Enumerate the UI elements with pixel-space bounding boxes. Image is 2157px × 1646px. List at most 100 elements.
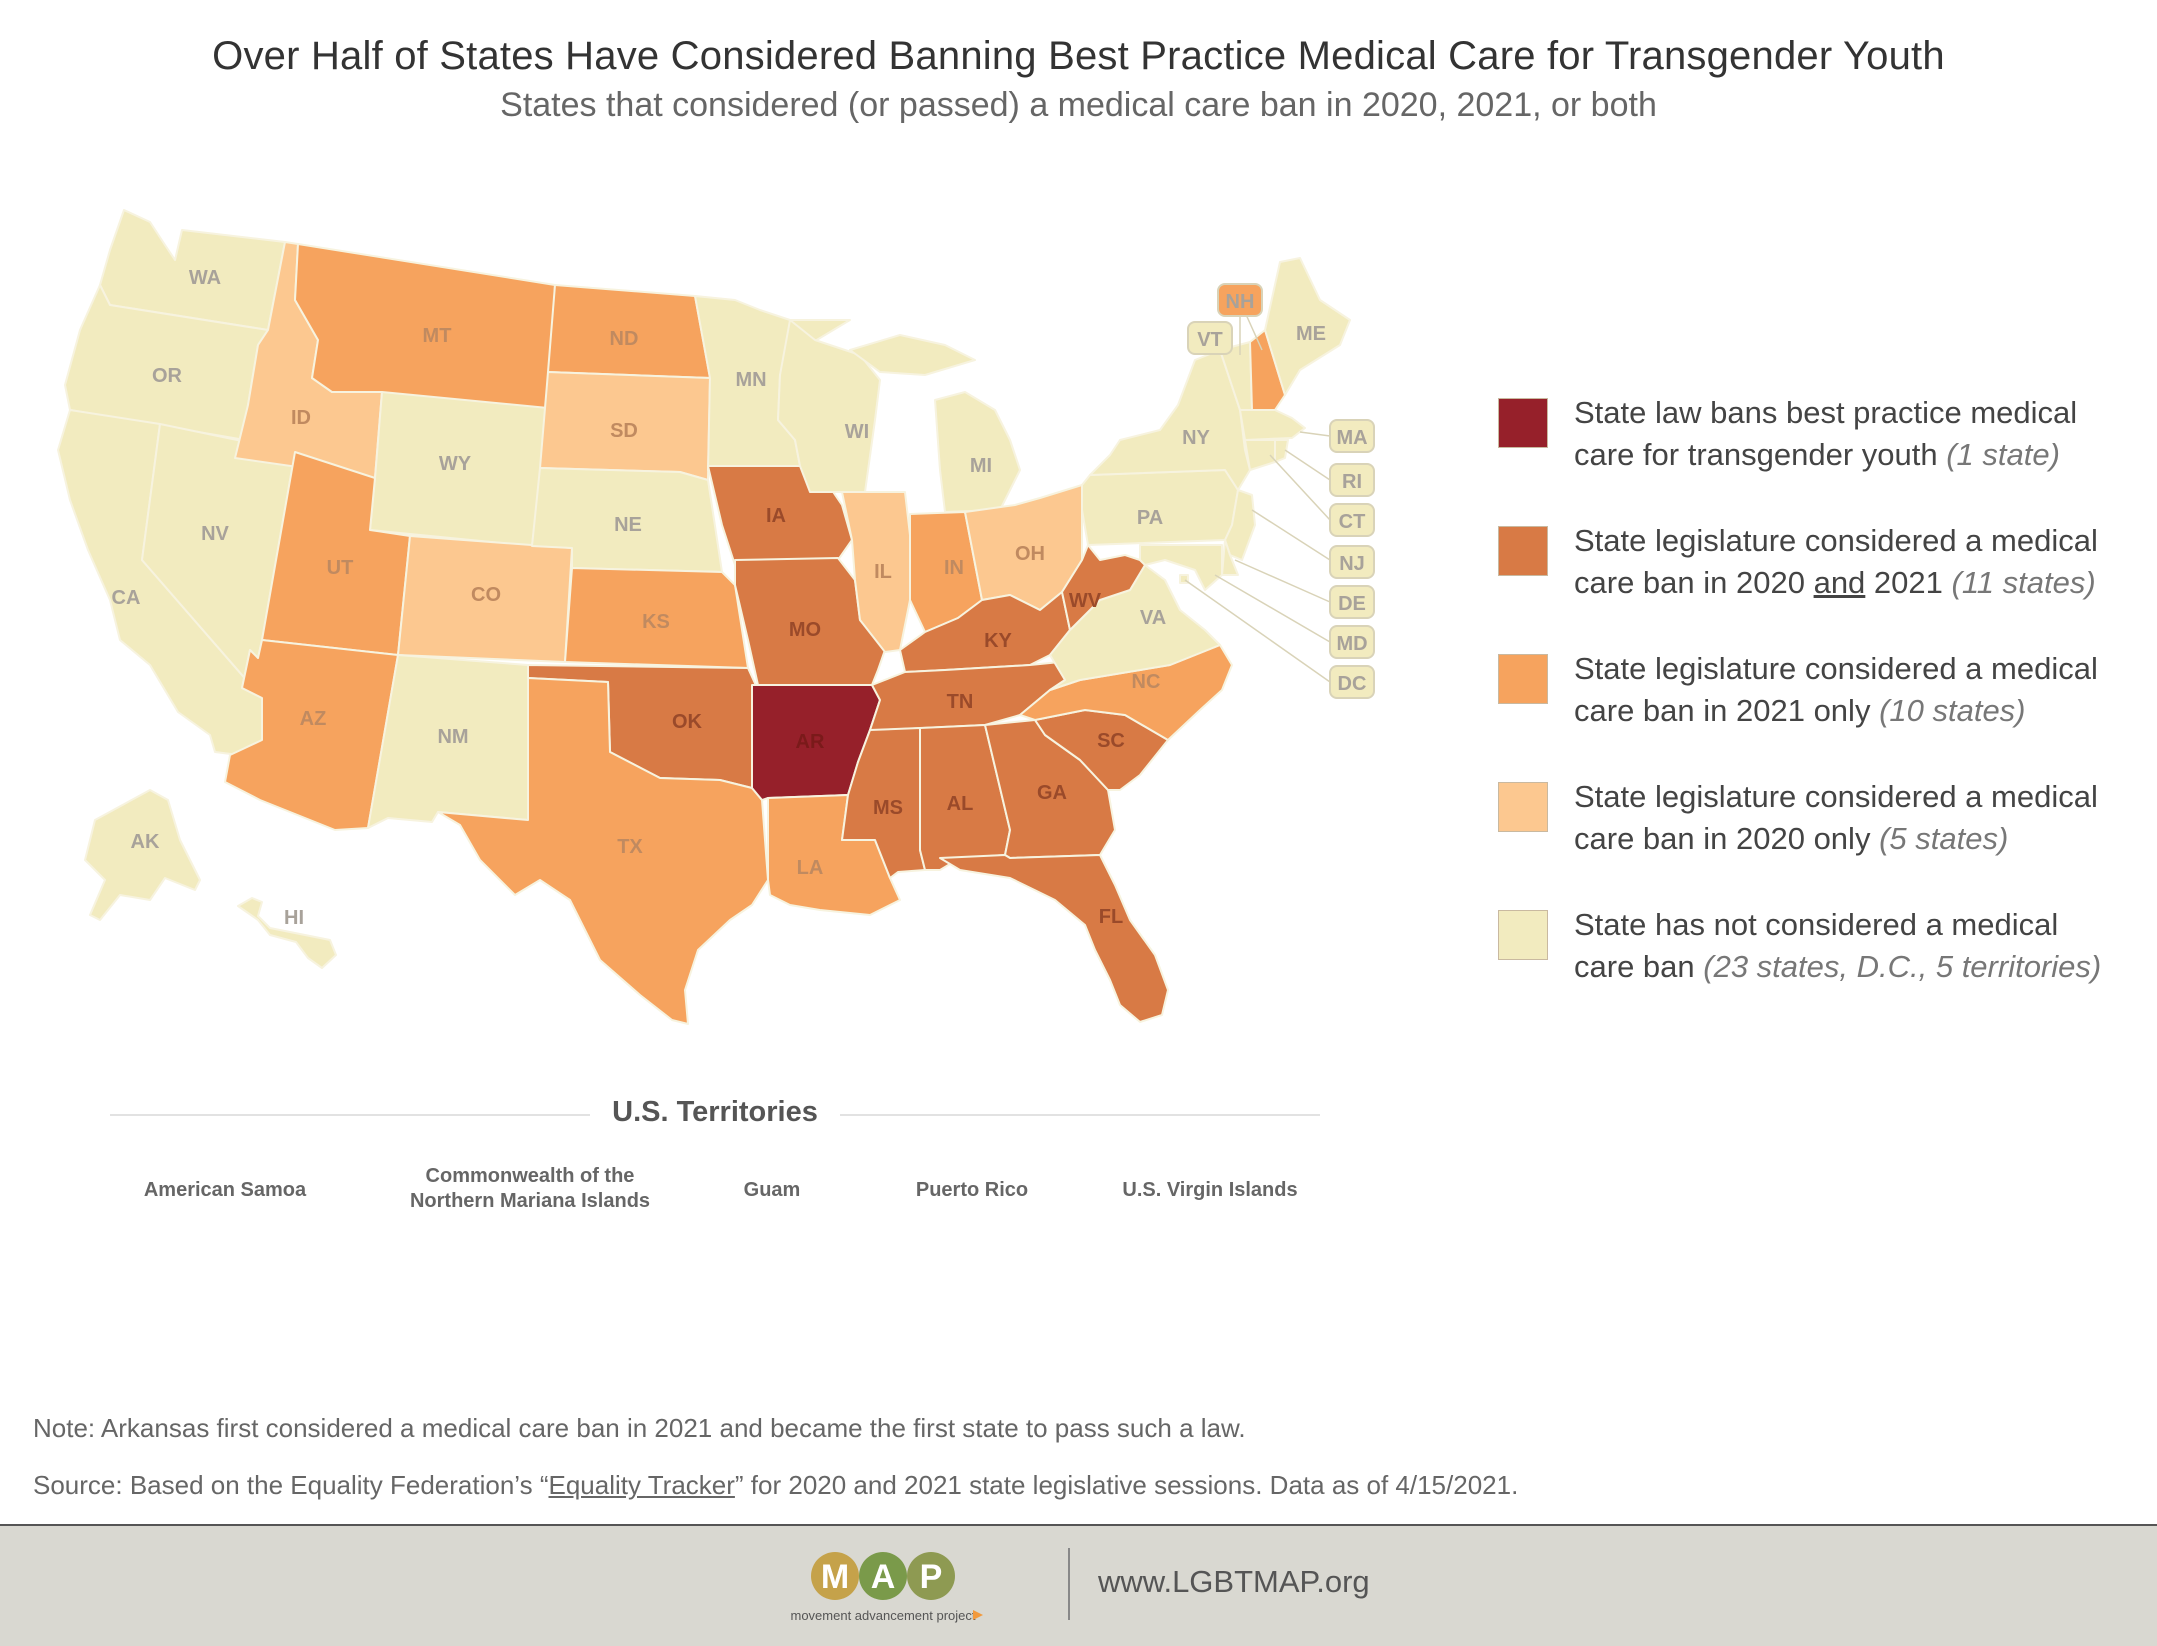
callout-box-DE <box>1329 585 1375 619</box>
legend-swatch <box>1498 782 1548 832</box>
equality-tracker-link[interactable]: Equality Tracker <box>548 1470 735 1500</box>
callout-label-CT: CT <box>1339 511 1366 533</box>
state-label-IL: IL <box>874 561 892 583</box>
state-label-OH: OH <box>1015 543 1045 565</box>
callout-box-MD <box>1329 625 1375 659</box>
state-label-OR: OR <box>152 365 183 387</box>
svg-text:A: A <box>871 1558 896 1596</box>
legend-label: State law bans best practice medical car… <box>1574 395 2078 472</box>
us-map: WA OR CA NV ID MT WY UT AZ CO NM ND SD N… <box>57 209 1375 1025</box>
state-label-AR: AR <box>796 731 825 753</box>
state-label-UT: UT <box>327 557 354 579</box>
state-AK[interactable] <box>84 789 201 921</box>
state-label-PA: PA <box>1137 507 1163 529</box>
state-label-OK: OK <box>672 711 703 733</box>
legend-label: State legislature considered a medical c… <box>1574 779 2098 856</box>
state-MA[interactable] <box>1239 409 1306 441</box>
state-label-NV: NV <box>201 523 229 545</box>
callout-box-MA <box>1329 419 1375 453</box>
callout-box-NH <box>1217 283 1263 317</box>
callout-label-VT: VT <box>1197 329 1223 351</box>
footer-divider <box>1068 1548 1070 1620</box>
callout-box-VT <box>1187 321 1233 355</box>
callout-box-CT <box>1329 503 1375 537</box>
state-label-IN: IN <box>944 557 964 579</box>
state-label-MT: MT <box>423 325 452 347</box>
state-label-SC: SC <box>1097 730 1125 752</box>
state-label-WV: WV <box>1069 590 1102 612</box>
state-label-MO: MO <box>789 619 821 641</box>
legend-swatch <box>1498 526 1548 576</box>
map-logo[interactable]: M A P movement advancement project <box>790 1548 1040 1628</box>
state-label-HI: HI <box>284 907 304 929</box>
logo-tagline: movement advancement project <box>791 1608 976 1623</box>
callout-label-MA: MA <box>1336 427 1367 449</box>
svg-text:P: P <box>920 1558 943 1596</box>
state-NH[interactable] <box>1249 329 1286 411</box>
state-MI[interactable] <box>849 334 1021 513</box>
state-label-NY: NY <box>1182 427 1210 449</box>
legend-swatch <box>1498 654 1548 704</box>
state-MD[interactable] <box>1139 544 1223 591</box>
legend-label: State legislature considered a medical c… <box>1574 651 2098 728</box>
state-label-WY: WY <box>439 453 472 475</box>
source-text: Source: Based on the Equality Federation… <box>33 1470 1519 1500</box>
page-subtitle: States that considered (or passed) a med… <box>500 86 1657 124</box>
state-label-TN: TN <box>947 691 974 713</box>
state-label-WI: WI <box>845 421 869 443</box>
state-label-MI: MI <box>970 455 992 477</box>
callout-box-DC <box>1329 665 1375 699</box>
state-HI[interactable] <box>237 897 337 969</box>
state-label-SD: SD <box>610 420 638 442</box>
territories-divider-left <box>110 1114 590 1116</box>
footer: M A P movement advancement project www.L… <box>0 1524 2157 1646</box>
state-WY[interactable] <box>369 391 549 547</box>
state-IL[interactable] <box>841 491 911 653</box>
state-FL[interactable] <box>939 854 1169 1023</box>
state-label-WA: WA <box>189 267 221 289</box>
legend-label: State has not considered a medical care … <box>1574 907 2102 984</box>
state-label-NE: NE <box>614 514 642 536</box>
state-label-NM: NM <box>437 726 468 748</box>
state-TX[interactable] <box>437 677 769 1025</box>
state-label-CO: CO <box>471 584 501 606</box>
state-label-KS: KS <box>642 611 670 633</box>
callout-label-RI: RI <box>1342 471 1362 493</box>
legend-label: State legislature considered a medical c… <box>1574 523 2098 600</box>
state-ME[interactable] <box>1264 257 1351 396</box>
callout-box-NJ <box>1329 545 1375 579</box>
callout-box-RI <box>1329 463 1375 497</box>
state-label-IA: IA <box>766 505 786 527</box>
state-RI[interactable] <box>1274 439 1289 463</box>
page-title: Over Half of States Have Considered Bann… <box>212 34 1945 78</box>
territories-divider-right <box>840 1114 1320 1116</box>
state-label-NC: NC <box>1132 671 1161 693</box>
state-label-ME: ME <box>1296 323 1326 345</box>
callout-label-MD: MD <box>1336 633 1367 655</box>
state-label-LA: LA <box>797 857 824 879</box>
state-label-TX: TX <box>617 836 643 858</box>
territories-title: U.S. Territories <box>612 1096 818 1128</box>
state-label-ID: ID <box>291 407 311 429</box>
svg-text:M: M <box>821 1558 849 1596</box>
territory-name-american-samoa: American Samoa <box>143 1179 307 1201</box>
state-label-AZ: AZ <box>300 708 327 730</box>
callout-label-NJ: NJ <box>1339 553 1365 575</box>
state-MO[interactable] <box>734 557 886 686</box>
state-label-CA: CA <box>112 587 141 609</box>
note-text: Note: Arkansas first considered a medica… <box>33 1413 1246 1443</box>
legend-swatch <box>1498 398 1548 448</box>
state-label-MS: MS <box>873 797 903 819</box>
state-KS[interactable] <box>564 567 749 669</box>
legend-swatch <box>1498 910 1548 960</box>
footer-url-link[interactable]: www.LGBTMAP.org <box>1098 1564 1370 1599</box>
callout-label-DC: DC <box>1338 673 1367 695</box>
territory-name-usvi: U.S. Virgin Islands <box>1122 1179 1298 1201</box>
state-label-KY: KY <box>984 630 1012 652</box>
state-NJ[interactable] <box>1224 489 1256 561</box>
callout-label-NH: NH <box>1226 291 1255 313</box>
state-label-GA: GA <box>1037 782 1067 804</box>
state-label-ND: ND <box>610 328 639 350</box>
state-label-FL: FL <box>1099 906 1123 928</box>
state-label-VA: VA <box>1140 607 1166 629</box>
